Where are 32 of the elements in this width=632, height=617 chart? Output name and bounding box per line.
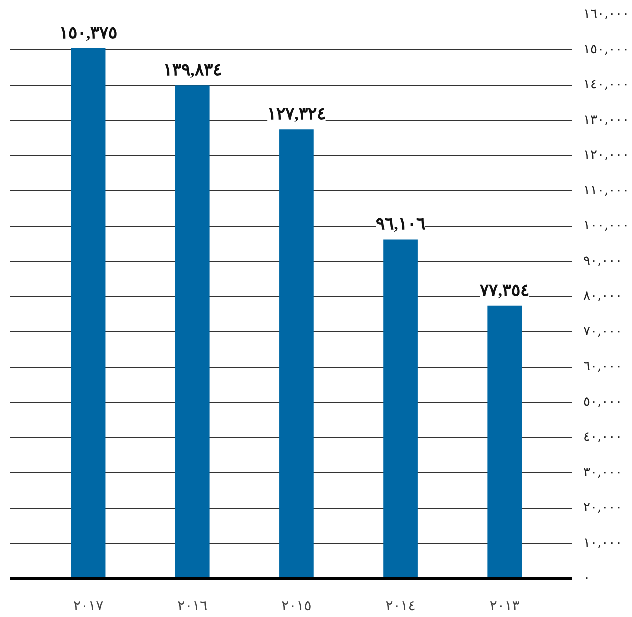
y-tick-label: ٧٠,٠٠٠: [584, 324, 623, 340]
y-tick-label: ٠: [584, 571, 590, 586]
x-tick-label: ٢٠١٥: [282, 598, 312, 614]
y-tick-label: ٤٠,٠٠٠: [584, 430, 623, 445]
y-tick-label: ١١٠,٠٠٠: [584, 183, 630, 198]
x-tick-label: ٢٠١٧: [74, 598, 104, 614]
bar: [280, 130, 314, 578]
y-tick-label: ٢٠,٠٠٠: [584, 500, 623, 516]
bar: [71, 48, 106, 578]
data-label: ١٥٠,٣٧٥: [59, 23, 118, 42]
y-tick-label: ٨٠,٠٠٠: [584, 289, 623, 304]
y-tick-label: ٥٠,٠٠٠: [584, 394, 623, 410]
data-label: ١٣٩,٨٣٤: [164, 60, 222, 80]
x-tick-label: ٢٠١٤: [386, 598, 416, 614]
x-tick-label: ٢٠١٣: [490, 598, 520, 614]
y-tick-label: ١٠,٠٠٠: [584, 536, 623, 551]
y-tick-label: ١٦٠,٠٠٠: [584, 7, 630, 22]
data-label: ١٢٧,٣٢٤: [268, 104, 326, 124]
y-tick-label: ٩٠,٠٠٠: [584, 254, 623, 269]
bar: [488, 306, 522, 578]
bar: [175, 86, 210, 578]
data-label: ٩٦,١٠٦: [376, 214, 426, 234]
y-tick-label: ١٣٠,٠٠٠: [584, 112, 630, 128]
y-tick-label: ١٢٠,٠٠٠: [584, 148, 630, 163]
data-label: ٧٧,٣٥٤: [479, 280, 530, 300]
bar: [384, 240, 418, 578]
y-tick-label: ١٥٠,٠٠٠: [584, 42, 630, 58]
y-tick-label: ٣٠,٠٠٠: [584, 465, 623, 480]
y-tick-label: ١٤٠,٠٠٠: [584, 78, 630, 92]
y-tick-label: ٦٠,٠٠٠: [584, 360, 623, 374]
y-tick-label: ١٠٠,٠٠٠: [584, 218, 630, 234]
x-tick-label: ٢٠١٦: [178, 598, 208, 614]
